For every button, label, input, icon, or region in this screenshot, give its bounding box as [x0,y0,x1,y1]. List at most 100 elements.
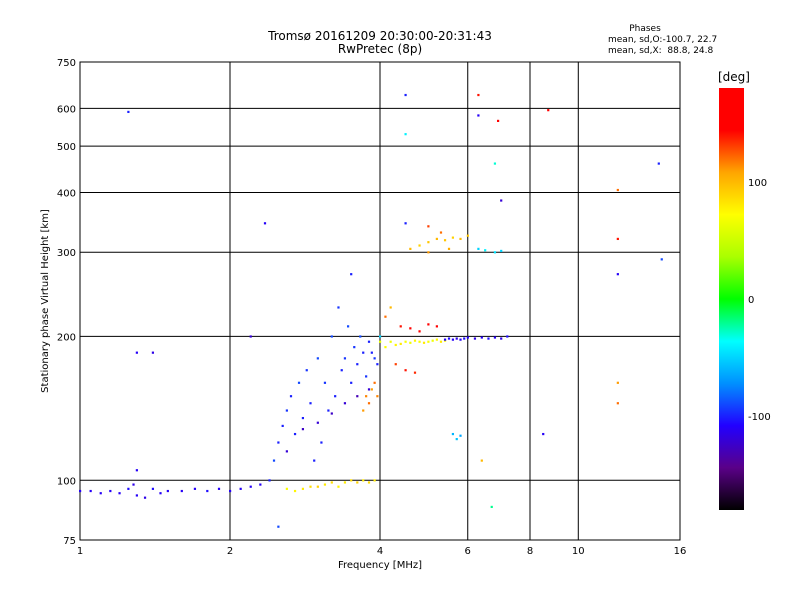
data-point [143,496,147,499]
data-point [301,487,305,490]
data-point [404,222,407,225]
data-point [435,237,438,241]
data-point [477,247,480,250]
data-point [389,340,392,343]
data-point [422,341,426,344]
data-point [473,337,477,340]
data-point [451,236,455,239]
data-point [451,338,455,341]
data-point [356,481,359,484]
data-point [542,432,545,436]
data-point [427,225,430,228]
data-point [418,330,421,333]
data-point [330,335,333,338]
data-point [404,93,407,97]
data-point [127,487,130,490]
data-point [356,363,359,366]
data-point [297,381,301,384]
chart-subtitle: RwPretec (8p) [338,42,422,56]
data-point [443,338,447,341]
data-point [313,459,316,462]
data-point [334,395,337,398]
data-point [367,340,371,343]
data-point [367,388,371,391]
data-point [404,369,407,372]
data-point [268,479,271,482]
data-point [151,351,155,354]
data-point [399,325,402,328]
data-point [439,231,443,234]
data-point [484,249,487,252]
data-point [500,337,503,340]
data-point [404,133,407,136]
data-point [362,409,365,412]
data-point [459,338,462,341]
data-point [359,335,362,338]
data-point [466,234,469,237]
data-point [285,487,288,490]
data-point [404,340,407,343]
data-point [409,341,412,344]
data-point [477,93,480,97]
data-point [427,340,430,343]
y-tick-label: 300 [57,248,76,259]
data-point [293,489,297,493]
data-point [365,395,368,398]
colorbar-ticks: 100 0 -100 [748,178,771,423]
data-point [316,421,319,424]
data-point [367,402,371,405]
data-point [455,337,458,340]
data-point [370,351,373,354]
data-point [490,505,493,509]
plot-area: 1 2 4 6 8 10 16 75 100 200 300 400 500 600 750 [57,58,686,557]
data-point [657,162,660,165]
data-point [493,251,497,254]
data-point [301,428,305,431]
data-point [301,416,305,420]
data-point [373,357,376,360]
data-point [350,479,353,482]
data-point [316,357,319,360]
data-point [249,485,252,488]
y-tick-label: 100 [57,476,76,487]
data-point [376,395,379,398]
data-point [206,489,209,493]
data-point [229,489,232,493]
phases-x-line: mean, sd,X: 88.8, 24.8 [608,46,714,56]
data-point [127,110,130,114]
data-point [193,487,197,490]
data-point [337,306,340,309]
data-point [413,339,417,342]
data-point [459,237,462,241]
data-point [616,188,619,192]
data-point [409,247,412,250]
x-tick-label: 6 [465,546,471,557]
data-point [373,479,376,482]
data-point [480,459,483,462]
data-point [379,335,382,338]
data-point [487,337,490,340]
data-point [272,459,276,462]
data-point [616,402,619,405]
y-tick-label: 500 [57,142,76,153]
data-point [447,247,451,250]
x-tick-label: 16 [674,546,687,557]
y-tick-label: 75 [63,536,76,547]
phases-box: Phases mean, sd,O:-100.7, 22.7 mean, sd,… [608,24,717,56]
data-points [79,93,663,528]
data-point [285,409,288,412]
data-point [500,249,503,253]
data-point [409,327,412,330]
data-point [330,481,333,484]
phases-title: Phases [629,24,661,34]
data-point [451,432,455,436]
data-point [118,492,121,495]
data-point [616,237,619,241]
y-axis-ticks: 75 100 200 300 400 500 600 750 [57,58,76,547]
data-point [413,371,417,374]
y-tick-label: 750 [57,58,76,69]
data-point [89,489,92,493]
data-point [109,489,112,493]
grid-lines [80,62,680,540]
